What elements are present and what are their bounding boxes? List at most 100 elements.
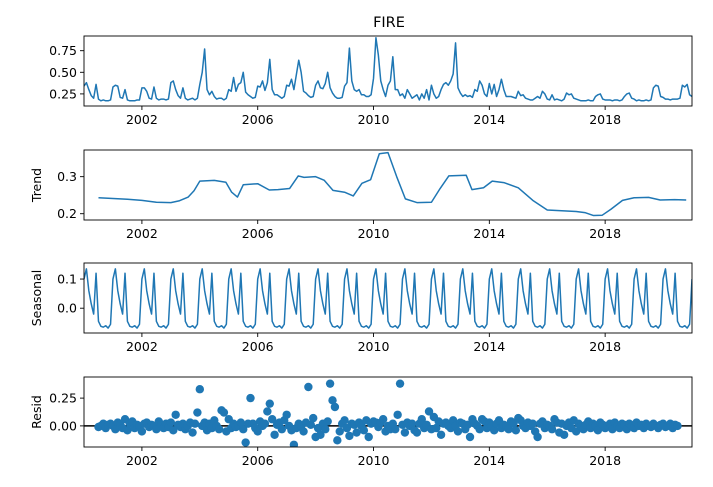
resid-point bbox=[463, 420, 472, 429]
resid-point bbox=[166, 418, 176, 427]
resid-point bbox=[267, 415, 277, 424]
resid-point bbox=[364, 432, 373, 442]
resid-point bbox=[325, 379, 335, 388]
resid-point bbox=[190, 419, 200, 428]
seasonal-series-line bbox=[84, 268, 692, 329]
resid-point bbox=[270, 430, 279, 439]
resid-point bbox=[263, 407, 272, 416]
resid-point bbox=[265, 399, 274, 408]
resid-point bbox=[323, 417, 332, 426]
resid-point bbox=[193, 408, 202, 417]
observed-series-line bbox=[84, 36, 692, 102]
resid-point bbox=[333, 436, 342, 445]
resid-ytick-label: 0.25 bbox=[49, 391, 77, 406]
resid-point bbox=[328, 396, 337, 405]
seasonal-ytick-label: 0.1 bbox=[57, 272, 77, 287]
observed-marks bbox=[84, 36, 692, 102]
resid-point bbox=[559, 430, 569, 439]
resid-point bbox=[412, 428, 422, 437]
seasonal-ylabel: Seasonal bbox=[29, 270, 44, 327]
seasonal-ytick-label: 0.0 bbox=[57, 301, 77, 316]
resid-point bbox=[253, 427, 262, 436]
resid-point bbox=[335, 427, 344, 436]
resid-point bbox=[299, 427, 308, 436]
resid-point bbox=[504, 425, 513, 434]
seasonal-xtick-label: 2018 bbox=[589, 339, 621, 354]
resid-point bbox=[345, 431, 354, 441]
resid-point bbox=[137, 427, 147, 436]
resid-ylabel: Resid bbox=[29, 395, 44, 429]
resid-xtick-label: 2014 bbox=[473, 453, 505, 468]
resid-point bbox=[214, 425, 224, 434]
observed-xtick-label: 2002 bbox=[126, 112, 158, 127]
trend-xtick-label: 2018 bbox=[589, 226, 621, 241]
resid-point bbox=[359, 426, 369, 435]
resid-point bbox=[453, 427, 463, 436]
trend-xtick-label: 2002 bbox=[126, 226, 158, 241]
trend-axes-frame bbox=[83, 149, 693, 221]
resid-xtick-label: 2010 bbox=[358, 453, 390, 468]
resid-point bbox=[391, 425, 400, 434]
resid-point bbox=[304, 382, 313, 392]
seasonal-xtick-label: 2014 bbox=[473, 339, 505, 354]
resid-point bbox=[465, 432, 475, 442]
observed-xtick-label: 2010 bbox=[358, 112, 390, 127]
resid-point bbox=[593, 426, 603, 435]
resid-point bbox=[475, 425, 484, 434]
resid-point bbox=[436, 430, 446, 439]
resid-xtick-label: 2002 bbox=[126, 453, 158, 468]
trend-ylabel: Trend bbox=[29, 168, 44, 203]
trend-panel: 2002 2006 2010 2014 2018 0.2 0.3 Trend bbox=[29, 149, 693, 241]
resid-point bbox=[330, 402, 340, 412]
resid-point bbox=[195, 385, 205, 394]
resid-point bbox=[309, 413, 318, 423]
resid-point bbox=[306, 420, 315, 429]
seasonal-xtick-label: 2006 bbox=[242, 339, 274, 354]
observed-axes-frame bbox=[83, 35, 693, 107]
resid-point bbox=[400, 428, 410, 437]
resid-point bbox=[219, 408, 229, 417]
observed-ytick-label: 0.25 bbox=[49, 86, 77, 101]
resid-point bbox=[171, 410, 180, 419]
resid-point bbox=[393, 410, 402, 419]
resid-point bbox=[395, 379, 405, 388]
seasonal-marks bbox=[84, 268, 692, 329]
seasonal-xtick-label: 2002 bbox=[126, 339, 158, 354]
observed-xtick-label: 2006 bbox=[242, 112, 274, 127]
seasonal-xtick-label: 2010 bbox=[358, 339, 390, 354]
resid-marks bbox=[84, 379, 692, 447]
resid-point bbox=[340, 416, 349, 425]
resid-point bbox=[424, 407, 434, 416]
resid-axes-frame bbox=[83, 376, 693, 448]
resid-point bbox=[511, 426, 521, 435]
resid-point bbox=[489, 426, 499, 435]
seasonal-panel: 2002 2006 2010 2014 2018 0.0 0.1 Seasonal bbox=[29, 262, 693, 354]
resid-point bbox=[528, 419, 537, 428]
resid-point bbox=[239, 425, 248, 434]
resid-point bbox=[316, 430, 325, 439]
resid-point bbox=[321, 425, 330, 434]
resid-point bbox=[277, 425, 287, 434]
trend-xtick-label: 2006 bbox=[242, 226, 274, 241]
resid-point bbox=[260, 419, 270, 428]
observed-ytick-label: 0.50 bbox=[49, 65, 77, 80]
resid-point bbox=[188, 428, 197, 437]
resid-point bbox=[352, 428, 361, 437]
resid-point bbox=[509, 419, 518, 428]
resid-point bbox=[289, 440, 299, 447]
figure-title: FIRE bbox=[373, 15, 405, 31]
resid-point bbox=[547, 425, 557, 434]
resid-point bbox=[123, 426, 132, 435]
resid-point bbox=[432, 423, 441, 433]
trend-xtick-label: 2014 bbox=[473, 226, 505, 241]
seasonal-axes-frame bbox=[83, 262, 693, 334]
observed-xtick-label: 2018 bbox=[589, 112, 621, 127]
resid-point bbox=[241, 438, 250, 447]
resid-ytick-label: 0.00 bbox=[49, 418, 77, 433]
resid-point bbox=[673, 421, 682, 431]
resid-point bbox=[407, 419, 417, 428]
trend-series-line bbox=[98, 151, 687, 217]
trend-xtick-label: 2010 bbox=[358, 226, 390, 241]
resid-point bbox=[246, 393, 255, 403]
